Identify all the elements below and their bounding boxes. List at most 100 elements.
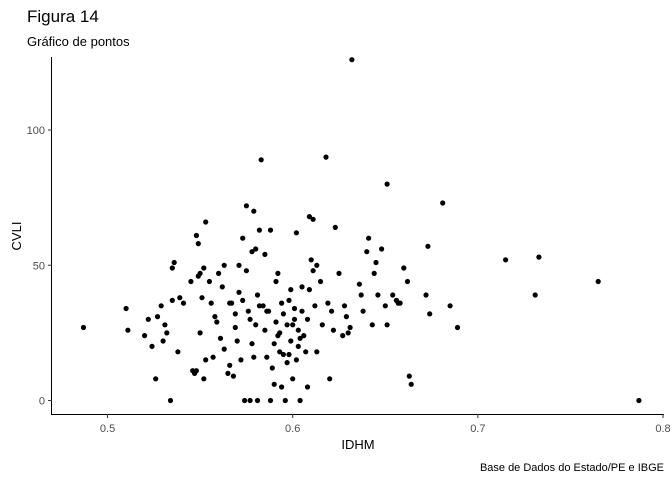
data-point bbox=[177, 295, 183, 301]
data-point bbox=[232, 324, 238, 331]
data-point bbox=[247, 397, 253, 404]
data-point bbox=[375, 292, 381, 298]
data-point bbox=[304, 316, 311, 322]
data-point bbox=[312, 303, 318, 309]
data-point bbox=[258, 157, 264, 163]
data-point bbox=[149, 343, 155, 349]
data-point bbox=[217, 335, 224, 341]
data-point bbox=[264, 354, 270, 360]
data-point bbox=[208, 300, 214, 306]
data-point bbox=[180, 300, 187, 306]
data-point bbox=[341, 303, 348, 309]
data-point bbox=[349, 57, 355, 63]
data-point bbox=[325, 300, 331, 306]
data-point bbox=[314, 262, 320, 268]
data-point bbox=[371, 270, 377, 276]
data-point bbox=[232, 311, 238, 317]
data-point bbox=[373, 259, 379, 266]
data-point bbox=[145, 316, 151, 322]
data-point bbox=[356, 281, 362, 287]
data-point bbox=[345, 330, 351, 336]
y-axis-ticks: 0 50 100 bbox=[27, 125, 52, 407]
data-point bbox=[299, 284, 305, 290]
chart-caption: Base de Dados do Estado/PE e IBGE bbox=[480, 462, 664, 474]
data-points bbox=[80, 57, 642, 404]
data-point bbox=[301, 333, 307, 339]
data-point bbox=[240, 297, 246, 303]
data-point bbox=[249, 249, 255, 255]
data-point bbox=[310, 268, 316, 274]
data-point bbox=[308, 257, 314, 263]
data-point bbox=[245, 308, 251, 314]
x-tick-label: 0.8 bbox=[655, 423, 670, 435]
data-point bbox=[229, 300, 235, 306]
data-point bbox=[212, 314, 218, 320]
data-point bbox=[286, 351, 292, 358]
data-point bbox=[290, 376, 296, 382]
data-point bbox=[397, 300, 403, 306]
data-point bbox=[201, 376, 207, 382]
data-point bbox=[254, 397, 261, 404]
data-point bbox=[636, 397, 642, 404]
data-point bbox=[199, 295, 205, 301]
data-point bbox=[404, 278, 411, 285]
data-point bbox=[153, 376, 159, 382]
data-point bbox=[347, 324, 353, 331]
data-point bbox=[201, 265, 207, 271]
data-point bbox=[154, 314, 161, 320]
data-point bbox=[225, 370, 231, 376]
data-point bbox=[254, 292, 261, 298]
data-point bbox=[158, 303, 164, 309]
data-point bbox=[288, 338, 294, 344]
x-axis-title: IDHM bbox=[341, 437, 374, 452]
data-point bbox=[193, 368, 199, 374]
data-point bbox=[277, 330, 283, 336]
data-point bbox=[267, 227, 274, 233]
y-tick-label: 100 bbox=[27, 125, 45, 137]
data-point bbox=[284, 360, 290, 366]
data-point bbox=[366, 235, 372, 241]
data-point bbox=[330, 327, 336, 333]
data-point bbox=[256, 227, 262, 233]
data-point bbox=[282, 397, 288, 404]
data-point bbox=[384, 181, 390, 187]
data-point bbox=[253, 246, 259, 252]
data-point bbox=[319, 322, 325, 328]
data-point bbox=[266, 308, 272, 314]
data-point bbox=[360, 308, 366, 314]
data-point bbox=[262, 327, 268, 333]
data-point bbox=[221, 346, 227, 352]
data-point bbox=[271, 341, 277, 347]
data-point bbox=[293, 230, 299, 236]
data-point bbox=[295, 327, 301, 333]
data-point bbox=[267, 397, 274, 404]
data-point bbox=[243, 268, 249, 274]
data-point bbox=[279, 384, 285, 390]
data-point bbox=[242, 397, 248, 404]
data-point bbox=[253, 322, 259, 328]
chart-title: Figura 14 bbox=[27, 7, 99, 26]
data-point bbox=[425, 243, 431, 249]
x-tick-label: 0.7 bbox=[470, 423, 485, 435]
data-point bbox=[532, 292, 538, 298]
data-point bbox=[423, 292, 429, 298]
data-point bbox=[125, 327, 131, 333]
data-point bbox=[271, 381, 277, 387]
data-point bbox=[427, 311, 433, 317]
data-point bbox=[390, 292, 396, 298]
y-tick-label: 50 bbox=[33, 260, 45, 272]
data-point bbox=[408, 381, 414, 387]
data-point bbox=[247, 316, 253, 322]
data-point bbox=[314, 349, 320, 355]
x-axis-ticks: 0.5 0.6 0.7 0.8 bbox=[100, 414, 671, 435]
data-point bbox=[197, 270, 203, 276]
data-point bbox=[503, 257, 509, 263]
data-point bbox=[236, 289, 242, 295]
data-point bbox=[280, 351, 286, 358]
data-point bbox=[195, 241, 201, 247]
data-point bbox=[364, 249, 370, 255]
data-point bbox=[310, 216, 316, 222]
data-point bbox=[280, 311, 286, 317]
chart-subtitle: Gráfico de pontos bbox=[27, 34, 130, 49]
